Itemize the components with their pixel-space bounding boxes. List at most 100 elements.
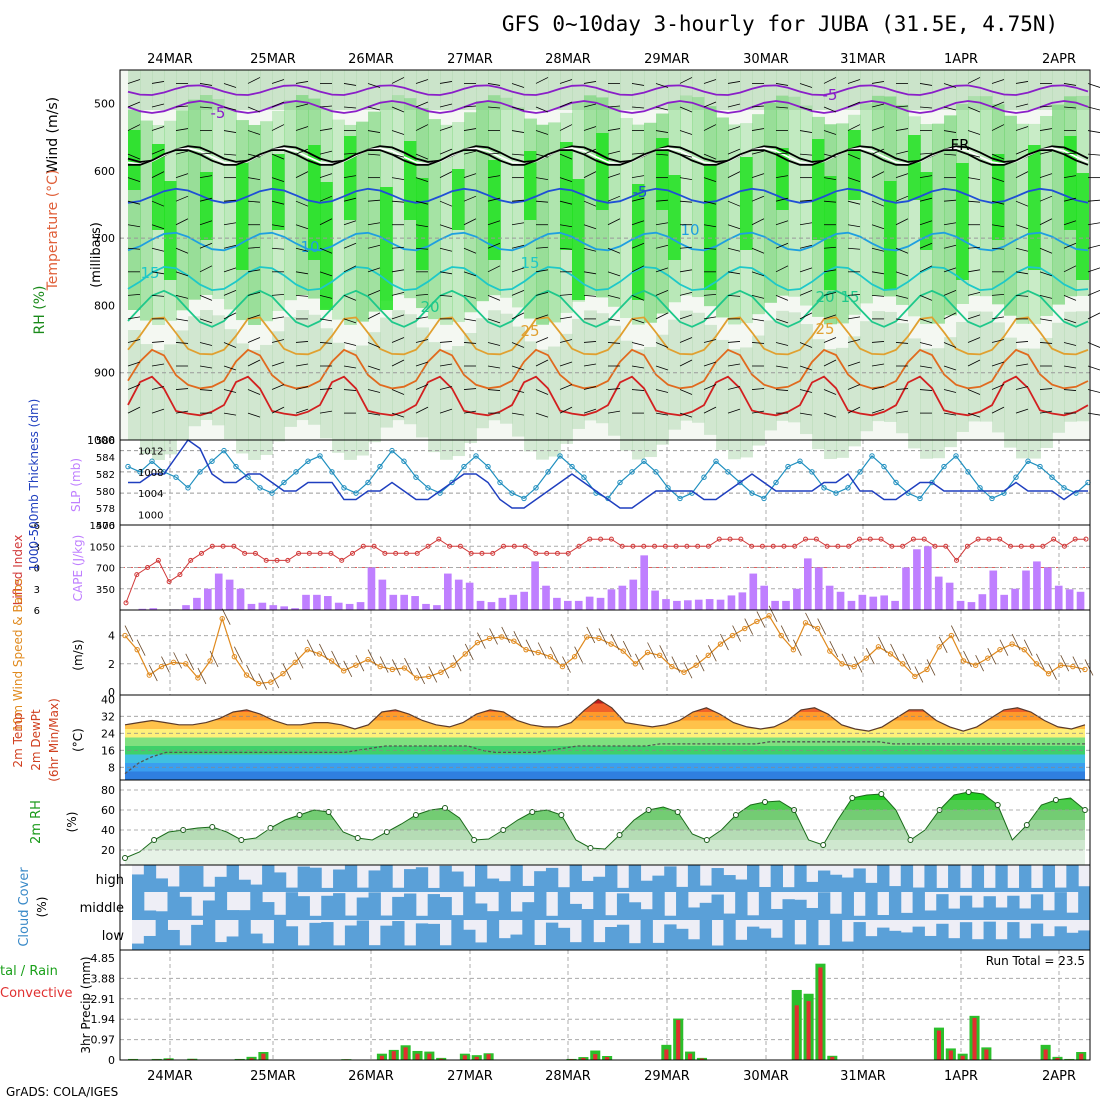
wind-barb — [1063, 106, 1077, 109]
wind-barb — [919, 83, 933, 86]
lifted-index-point — [932, 543, 938, 549]
cloud-cell — [415, 867, 429, 892]
cloud-cell — [912, 887, 925, 892]
wind-barb — [391, 153, 405, 158]
cloud-cell — [971, 865, 985, 892]
cloud-cell — [226, 910, 239, 920]
cloud-cell — [534, 944, 547, 950]
wind-barb — [823, 359, 837, 367]
lifted-index-point — [296, 550, 302, 556]
lifted-index-point — [889, 543, 895, 549]
wind-speed-point — [474, 639, 481, 646]
wind-barb — [199, 152, 213, 155]
wind-barb — [751, 150, 765, 155]
wind-barb — [607, 218, 621, 226]
wind-speed-point — [268, 679, 274, 685]
rh-shade — [716, 117, 729, 318]
wind-barb — [727, 148, 741, 155]
cloud-cell — [652, 892, 665, 920]
wind-barb — [511, 153, 525, 156]
wind-barb — [847, 79, 861, 84]
cloud-cell — [214, 876, 228, 892]
wind-barb — [751, 128, 765, 131]
wind-barb — [439, 224, 453, 230]
wind-barb — [1039, 195, 1053, 202]
pressure-tick: 800 — [94, 299, 115, 312]
wind-barb — [1039, 173, 1053, 179]
cape-bar — [520, 591, 528, 610]
cloud-cell — [368, 870, 381, 892]
date-top-label: 2APR — [1042, 52, 1076, 67]
wind-barb — [703, 293, 717, 296]
wind-barb — [751, 294, 765, 299]
rh-point — [732, 812, 739, 818]
wind-barb — [271, 247, 285, 250]
precip-conv-bar — [166, 1058, 171, 1060]
wind-barb — [607, 105, 621, 108]
wind-barb — [415, 79, 429, 84]
wind-barb — [751, 218, 765, 226]
rh-shade — [524, 341, 537, 452]
rh-shade — [512, 326, 525, 437]
wind-barb — [823, 337, 837, 343]
li-tick: 3 — [34, 585, 40, 596]
rh-shade — [716, 339, 729, 450]
cape-bar — [149, 608, 158, 610]
wind-barb — [823, 412, 837, 418]
rh-point — [994, 802, 1001, 808]
cloud-cell — [699, 920, 713, 950]
rh-shade — [524, 151, 537, 220]
lifted-index-point — [641, 543, 647, 549]
wind-barb — [223, 106, 237, 111]
rh-shade — [668, 175, 681, 260]
rh-shade — [752, 114, 765, 315]
cloud-cell — [534, 871, 547, 892]
cape-bar — [924, 546, 932, 610]
wind-barb — [607, 342, 621, 344]
cloud-cell — [770, 908, 783, 920]
wind-speed-point — [523, 646, 529, 653]
cloud-cell — [167, 929, 180, 950]
rh-band — [125, 792, 1085, 800]
wind-barb — [247, 269, 261, 273]
wind-barb — [439, 386, 453, 390]
wind-barb — [559, 293, 573, 296]
wind-barb — [607, 271, 621, 277]
wind-barb-10m — [902, 653, 912, 670]
wind-barb — [703, 406, 717, 414]
lifted-index-point — [803, 536, 809, 542]
cape-bar — [236, 588, 245, 610]
wind-barb — [655, 389, 669, 393]
wind-barb — [271, 200, 285, 205]
slp-line — [127, 449, 1089, 500]
wind-speed-point — [608, 641, 614, 647]
wind-speed-point — [158, 663, 165, 670]
rh-point — [296, 812, 303, 818]
wind-speed-point — [243, 672, 250, 678]
cloud-cell — [309, 915, 322, 920]
cloud-cell — [711, 868, 724, 892]
wind-barb — [487, 342, 501, 346]
wind-barb-10m — [671, 656, 681, 673]
temp-band — [125, 737, 1085, 746]
wind-barb — [679, 412, 693, 418]
rh-shade — [308, 314, 321, 425]
rh-shade — [512, 70, 525, 110]
isotherm-line — [127, 149, 1089, 166]
wind-barb — [1015, 247, 1029, 252]
cloud-cell — [439, 865, 452, 892]
wind-barb — [1063, 242, 1077, 249]
cloud-cell — [948, 938, 961, 950]
wind-barb — [415, 406, 429, 414]
wind-barb — [319, 342, 333, 344]
wind-barb-10m — [367, 649, 377, 666]
cloud-cell — [676, 892, 689, 920]
rh-shade — [404, 314, 417, 425]
cape-bar — [345, 603, 354, 610]
cape-bar — [651, 590, 659, 610]
rh-shade — [416, 178, 429, 270]
wind-barb — [919, 342, 933, 346]
cloud-cell — [356, 920, 370, 950]
cape-bar — [564, 600, 572, 610]
rh-shade — [284, 316, 297, 427]
